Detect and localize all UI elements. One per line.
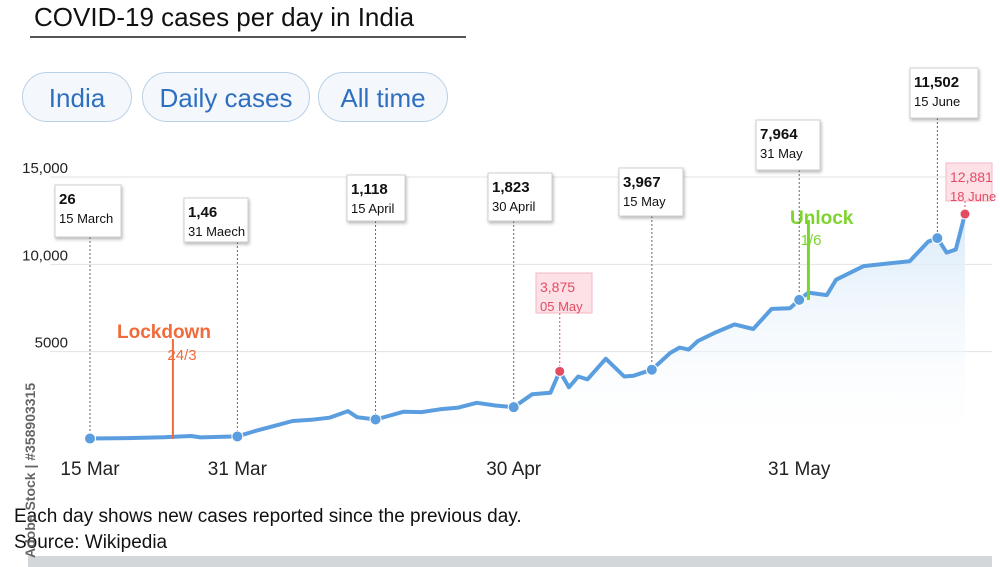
chart-source: Source: Wikipedia [14,532,168,553]
callout-box [755,119,821,171]
callout-value: 3,967 [623,174,661,191]
chart-note: Each day shows new cases reported since … [14,506,522,527]
x-tick-label: 31 May [768,459,831,480]
watermark-text: Adobe Stock | #358903315 [22,382,38,558]
y-tick-label: 5000 [35,335,68,352]
filter-all-time-button[interactable]: All time [318,72,448,122]
highlighted-point [84,432,96,445]
title-underline [30,36,466,38]
filter-daily-cases-button[interactable]: Daily cases [142,72,310,122]
highlighted-point [645,363,658,376]
annotation-sublabel: 24/3 [167,347,196,364]
annotation-label: Unlock [790,208,854,229]
bottom-bar [28,556,992,567]
callout-value: 1,46 [188,204,217,221]
callout-value: 7,964 [760,126,798,143]
highlighted-point [793,293,806,306]
callout-date: 18 June [950,189,996,204]
x-tick-label: 31 Mar [208,459,268,480]
highlighted-point [554,365,566,377]
callout-box [487,172,553,222]
callout-value: 1,118 [351,181,388,198]
chart-title: COVID-19 cases per day in India [34,2,415,32]
callout-box [183,197,249,243]
x-tick-label: 30 Apr [486,459,542,480]
watermark: Adobe Stock | #358903315 [22,330,42,560]
callout-date: 30 April [492,199,535,214]
callout-date: 15 June [914,94,960,109]
y-tick-label: 15,000 [22,160,68,177]
highlighted-point [507,401,520,414]
filter-india-button[interactable]: India [22,72,132,122]
callout-box [535,272,593,314]
highlighted-point [369,413,382,426]
callout-date: 31 Maech [188,224,245,239]
callout-box [909,67,979,119]
series-line [88,212,967,441]
annotation-sublabel: 1/6 [801,232,822,249]
callout-box [618,167,684,217]
callout-box [54,184,122,238]
callout-date: 31 May [760,146,803,161]
highlighted-point [959,208,971,220]
y-tick-label: 10,000 [22,247,68,264]
callout-date: 05 May [540,299,583,314]
callout-box [346,174,406,222]
callout-value: 1,823 [492,179,530,196]
callout-date: 15 May [623,194,666,209]
callout-value: 26 [59,191,76,208]
highlighted-point [231,430,244,443]
callout-value: 12,881 [950,169,993,185]
highlighted-point [931,232,944,245]
callout-value: 11,502 [914,74,959,91]
callout-date: 15 March [59,211,113,226]
callout-value: 3,875 [540,279,575,295]
x-tick-label: 15 Mar [60,459,120,480]
series-area [90,214,965,439]
annotation-label: Lockdown [117,322,211,343]
callout-date: 15 April [351,201,394,216]
callout-box [945,162,993,202]
